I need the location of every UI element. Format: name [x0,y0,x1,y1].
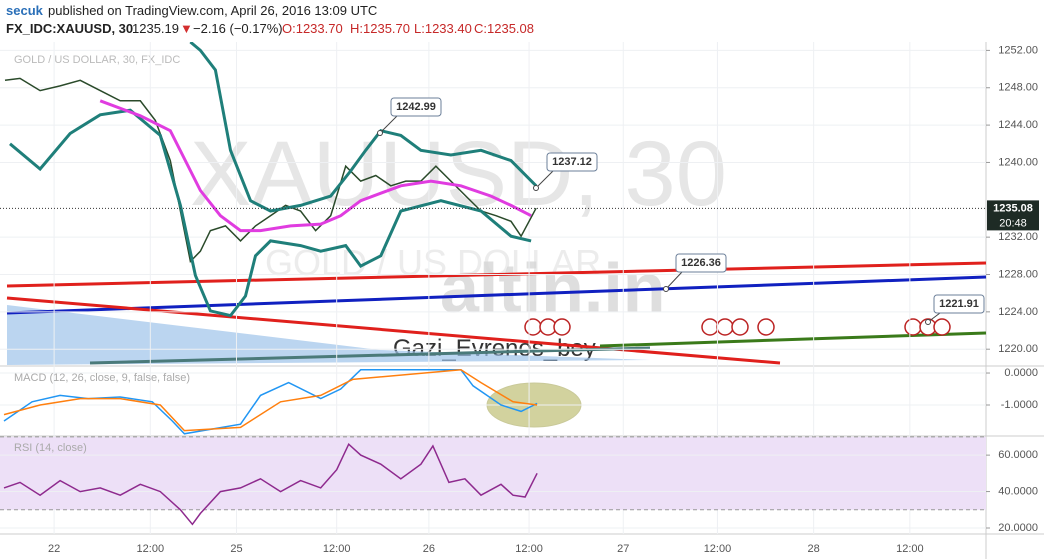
callout-dot [533,185,539,191]
x-tick-label: 28 [808,543,820,555]
y-tick-label: 1220.00 [998,343,1038,355]
callout-box [390,97,442,117]
y-tick-label: 1240.00 [998,156,1038,168]
series-line [3,369,538,432]
series [3,369,538,432]
trend-line [6,296,781,365]
callout-box [675,253,727,273]
y-tick-label: 20.0000 [998,522,1038,534]
legend: GOLD / US DOLLAR, 30, FX_IDC [14,54,180,66]
y-tick-label: 1228.00 [998,268,1038,280]
x-tick-label: 12:00 [704,543,732,555]
panel-title: RSI (14, close) [14,442,87,454]
trend-line [6,275,987,315]
series-line [9,108,532,318]
x-tick-label: 25 [230,543,242,555]
last-price-box [987,200,1039,231]
callout-dot [925,319,931,325]
x-tick-label: 27 [617,543,629,555]
arrow: ▼ [180,21,193,36]
ohlc-high: H:1235.70 [350,21,410,36]
y-tick-label: 0.0000 [1004,367,1038,379]
callout-label: 1221.91 [939,298,979,310]
event-flags [524,318,951,336]
series [99,99,532,233]
series-line [3,442,538,526]
x-tick-label: 12:00 [515,543,543,555]
x-tick-label: 22 [48,543,60,555]
countdown: 20:48 [999,217,1027,229]
y-tick-label: 1248.00 [998,82,1038,94]
y-tick-label: 1252.00 [998,44,1038,56]
y-tick-label: 1244.00 [998,119,1038,131]
ohlc-close: C:1235.08 [474,21,534,36]
callout-label: 1226.36 [681,257,721,269]
watermark-brand: altin.in [440,249,666,327]
panel-title: MACD (12, 26, close, 9, false, false) [14,372,190,384]
change: −2.16 (−0.17%) [193,21,283,36]
callout-label: 1242.99 [396,101,436,113]
trend-line [89,346,651,365]
last: 1235.19 [132,21,179,36]
symbol: FX_IDC:XAUUSD, 30 [6,21,133,36]
y-tick-label: 40.0000 [998,485,1038,497]
y-tick-label: -1.0000 [1001,399,1038,411]
last-price: 1235.08 [993,202,1033,214]
x-tick-label: 12:00 [896,543,924,555]
user[interactable]: secuk [6,3,44,18]
callout-box [546,152,598,172]
series [189,42,538,213]
series [3,442,538,526]
series [9,108,532,318]
x-tick-label: 12:00 [137,543,165,555]
x-tick-label: 12:00 [323,543,351,555]
ohlc-open: O:1233.70 [282,21,343,36]
callout-label: 1237.12 [552,156,592,168]
series-line [99,99,532,233]
callout-pointer [379,115,398,134]
y-tick-label: 1224.00 [998,306,1038,318]
callout-dot [663,286,669,292]
y-tick-label: 60.0000 [998,449,1038,461]
trend-line [599,331,987,348]
x-tick-label: 26 [423,543,435,555]
ohlc-low: L:1233.40 [414,21,472,36]
shaded-area [7,305,650,365]
callout-pointer [665,271,683,290]
callout-dot [377,130,383,136]
series-line [189,42,538,213]
callout-pointer [535,170,554,189]
callout-box [933,294,985,314]
published: published on TradingView.com, April 26, … [48,3,377,18]
y-tick-label: 1232.00 [998,231,1038,243]
rsi-band [0,436,986,510]
